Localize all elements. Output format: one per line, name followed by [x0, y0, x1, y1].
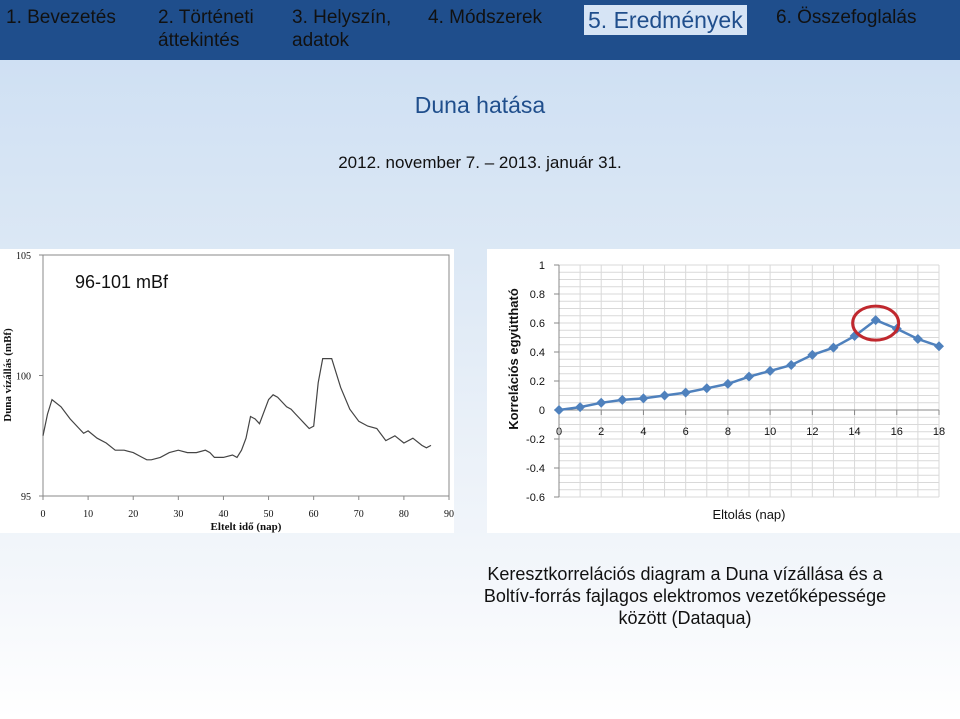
tab-helyszin-adatok[interactable]: 3. Helyszín, adatok	[292, 7, 392, 51]
y-tick-label: 0.8	[530, 289, 545, 301]
y-tick-label: -0.6	[526, 492, 545, 504]
correlation-point	[554, 405, 564, 415]
x-tick-label: 18	[933, 426, 945, 438]
x-tick-label: 50	[264, 509, 274, 520]
cross-correlation-chart-panel: -0.6-0.4-0.200.20.40.60.81 0246810121416…	[487, 249, 960, 533]
date-range: 2012. november 7. – 2013. január 31.	[338, 153, 622, 172]
correlation-point	[638, 393, 649, 404]
y-axis-label: Duna vízállás (mBf)	[2, 328, 14, 422]
x-tick-label: 8	[725, 426, 731, 438]
correlation-point	[765, 365, 776, 376]
x-axis-label: Eltolás (nap)	[713, 507, 786, 522]
correlation-point	[849, 331, 860, 342]
top-navigation-bar: 1. Bevezetés 2. Történeti áttekintés 3. …	[0, 0, 960, 60]
correlation-point	[786, 360, 797, 371]
tab-modszerek[interactable]: 4. Módszerek	[428, 7, 543, 28]
y-tick-label: 1	[539, 260, 545, 272]
y-tick-label: 100	[16, 372, 31, 383]
y-tick-label: 0.4	[530, 347, 545, 359]
y-tick-label: -0.4	[526, 463, 545, 475]
range-annotation: 96-101 mBf	[75, 272, 169, 292]
x-tick-label: 60	[309, 509, 319, 520]
x-tick-label: 90	[444, 509, 454, 520]
peak-highlight-ring	[851, 304, 901, 342]
correlation-point	[912, 333, 923, 344]
x-tick-label: 14	[848, 426, 860, 438]
x-tick-label: 20	[128, 509, 138, 520]
y-tick-label: 95	[21, 492, 31, 503]
water-level-chart-panel: 95 100 105 0 10 20 30 40 50 60 70 80 90 96-101 mBf …	[0, 249, 454, 533]
x-tick-label: 12	[806, 426, 818, 438]
correlation-point	[828, 342, 839, 353]
y-axis-label: Korrelációs együttható	[506, 288, 521, 430]
x-tick-label: 6	[683, 426, 689, 438]
x-tick-label: 30	[173, 509, 183, 520]
correlation-point	[807, 349, 818, 360]
correlation-point	[659, 390, 670, 401]
water-level-line	[42, 358, 432, 461]
correlation-point	[870, 315, 881, 326]
x-tick-label: 40	[218, 509, 228, 520]
y-tick-label: 0.2	[530, 376, 545, 388]
correlation-point	[934, 341, 944, 352]
x-tick-label: 10	[83, 509, 93, 520]
x-tick-label: 80	[399, 509, 409, 520]
caption-line: között (Dataqua)	[618, 608, 752, 628]
correlation-point	[617, 394, 628, 405]
x-tick-label: 4	[640, 426, 646, 438]
x-tick-label: 2	[598, 426, 604, 438]
y-tick-label: 0	[539, 405, 545, 417]
tab-torteneti-attekintes[interactable]: 2. Történeti áttekintés	[158, 7, 254, 51]
x-tick-label: 16	[891, 426, 903, 438]
tab-osszefoglalas[interactable]: 6. Összefoglalás	[776, 7, 917, 28]
x-axis-label: Eltelt idő (nap)	[211, 521, 282, 533]
correlation-point	[680, 387, 691, 398]
y-tick-label: 0.6	[530, 318, 545, 330]
caption-line: Boltív-forrás fajlagos elektromos vezető…	[483, 586, 887, 606]
correlation-point	[596, 397, 607, 408]
correlation-point	[744, 371, 754, 382]
caption-line: Keresztkorrelációs diagram a Duna vízáll…	[487, 564, 883, 584]
tab-eredmenyek[interactable]: 5. Eredmények	[584, 5, 747, 35]
cross-correlation-chart: -0.6-0.4-0.200.20.40.60.81 0246810121416…	[506, 260, 945, 522]
x-tick-label: 10	[764, 426, 776, 438]
correlation-point	[701, 383, 712, 394]
figure-caption: Keresztkorrelációs diagram a Duna vízáll…	[470, 563, 900, 629]
correlation-point	[722, 378, 733, 389]
tab-bevezetes[interactable]: 1. Bevezetés	[6, 7, 116, 28]
slide-title: Duna hatása	[414, 92, 546, 118]
y-tick-label: 105	[16, 251, 31, 262]
correlation-point	[575, 402, 586, 413]
y-tick-label: -0.2	[526, 434, 545, 446]
x-tick-label: 70	[354, 509, 364, 520]
x-tick-label: 0	[41, 509, 46, 520]
